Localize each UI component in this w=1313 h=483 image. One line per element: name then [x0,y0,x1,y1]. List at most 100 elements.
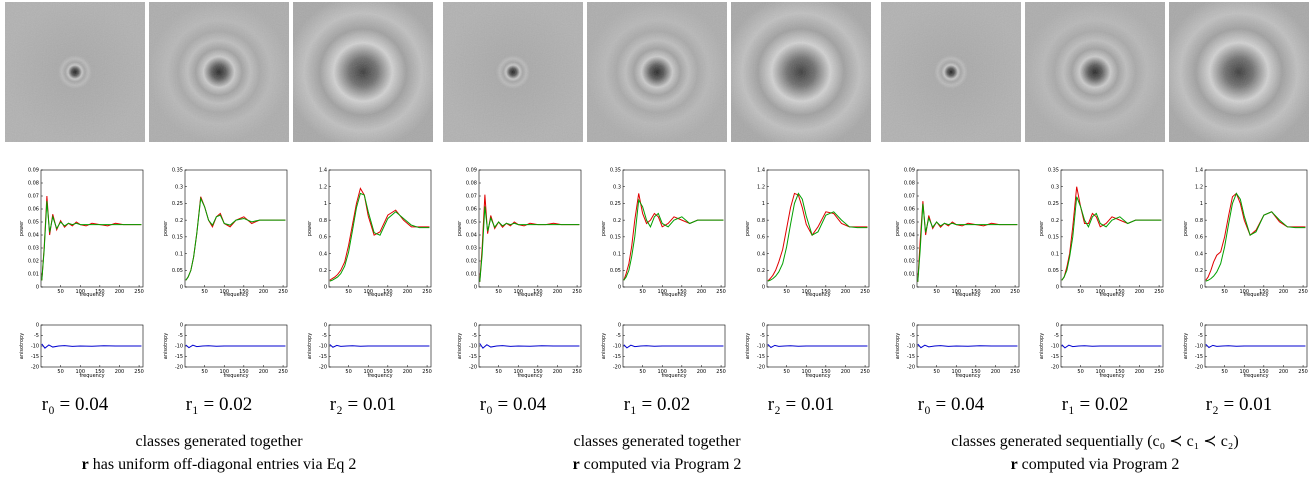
x-tick-label: 250 [1010,369,1020,375]
y-tick-label: 0.2 [613,218,621,224]
y-tick-label: 0 [912,285,915,291]
x-tick-label: 150 [677,289,687,295]
x-axis-label: frequency [661,292,686,298]
x-tick-label: 50 [57,369,63,375]
y-tick-label: 0.04 [466,233,477,239]
y-tick-label: 1 [762,201,765,207]
x-tick-label: 150 [383,369,393,375]
axes-frame [40,169,144,288]
caption-line: classes generated sequentially (c₀ ≺ c₁ … [951,433,1238,450]
y-tick-label: 0.2 [757,268,765,274]
x-tick-label: 50 [57,289,63,295]
data-line [41,343,142,349]
x-tick-label: 250 [716,369,726,375]
y-axis-label: power [745,220,751,236]
y-tick-label: -15 [1195,354,1203,360]
x-tick-label: 150 [1259,369,1269,375]
y-tick-label: -10 [757,344,765,350]
x-tick-label: 100 [513,369,523,375]
x-tick-label: 100 [75,369,85,375]
x-tick-label: 150 [677,369,687,375]
x-tick-label: 100 [219,289,229,295]
data-line [1205,192,1306,282]
y-tick-label: 0.02 [466,259,477,265]
y-tick-label: 0.01 [466,272,477,278]
y-tick-label: -20 [469,365,477,371]
y-tick-label: 0.08 [904,181,915,187]
x-tick-label: 250 [1154,369,1164,375]
y-tick-label: 1.2 [757,184,765,190]
x-axis-label: frequency [79,373,104,379]
x-tick-label: 250 [278,289,288,295]
y-tick-label: 1.4 [319,168,327,174]
axes-frame [478,169,582,288]
x-tick-label: 250 [860,369,870,375]
x-axis-label: frequency [955,373,980,379]
y-tick-label: 0.03 [28,246,39,252]
image-noise [881,2,1021,142]
x-axis-label: frequency [1099,292,1124,298]
y-tick-label: 1.2 [319,184,327,190]
x-tick-label: 50 [1077,289,1083,295]
y-tick-label: 0.6 [319,235,327,241]
y-tick-label: 0.06 [466,207,477,213]
y-tick-label: -20 [757,365,765,371]
y-axis-label: power [163,220,169,236]
y-tick-label: -20 [1195,365,1203,371]
x-tick-label: 50 [639,289,645,295]
x-tick-label: 50 [1221,369,1227,375]
x-axis-label: frequency [1099,373,1124,379]
y-tick-label: 0.8 [1195,218,1203,224]
parameter-label: r₀ = 0.04 [480,394,547,415]
y-tick-label: 0.3 [1051,184,1059,190]
x-tick-label: 50 [201,369,207,375]
y-tick-label: 0.6 [757,235,765,241]
y-tick-label: 0.06 [28,207,39,213]
data-line [329,344,430,348]
y-tick-label: 0 [762,285,765,291]
parameter-label: r₁ = 0.02 [186,394,252,415]
x-tick-label: 200 [1135,289,1145,295]
x-tick-label: 100 [1095,289,1105,295]
data-line [1205,192,1306,281]
y-tick-label: 0.6 [1195,235,1203,241]
y-tick-label: 0 [1200,285,1203,291]
x-tick-label: 150 [1115,369,1125,375]
parameter-label: r₂ = 0.01 [330,394,396,415]
x-tick-label: 50 [783,369,789,375]
y-tick-label: 0.1 [175,251,183,257]
data-line [185,196,286,281]
y-tick-label: 0.35 [172,168,183,174]
y-tick-label: 0 [474,285,477,291]
caption-line: r computed via Program 2 [1011,456,1180,473]
y-tick-label: 0.05 [466,220,477,226]
y-tick-label: -5 [178,333,183,339]
y-tick-label: -15 [907,354,915,360]
x-axis-label: frequency [367,373,392,379]
x-tick-label: 200 [841,369,851,375]
image-noise [149,2,289,142]
x-tick-label: 250 [1010,289,1020,295]
parameter-label: r₂ = 0.01 [1206,394,1272,415]
data-line [479,194,580,282]
y-tick-label: -10 [1051,344,1059,350]
x-tick-label: 250 [572,289,582,295]
y-tick-label: 0.05 [172,268,183,274]
x-tick-label: 100 [363,369,373,375]
y-tick-label: 0 [618,285,621,291]
y-tick-label: 0.1 [613,251,621,257]
x-axis-label: frequency [805,292,830,298]
caption-line: r has uniform off-diagonal entries via E… [82,456,357,473]
y-tick-label: 0.8 [319,218,327,224]
y-tick-label: 0.3 [175,184,183,190]
x-tick-label: 200 [1135,369,1145,375]
image-noise [587,2,727,142]
y-axis-label: power [19,220,25,236]
y-tick-label: 0.1 [1051,251,1059,257]
parameter-label: r₂ = 0.01 [768,394,834,415]
x-axis-label: frequency [955,292,980,298]
x-tick-label: 250 [278,369,288,375]
y-axis-label: power [1183,220,1189,236]
